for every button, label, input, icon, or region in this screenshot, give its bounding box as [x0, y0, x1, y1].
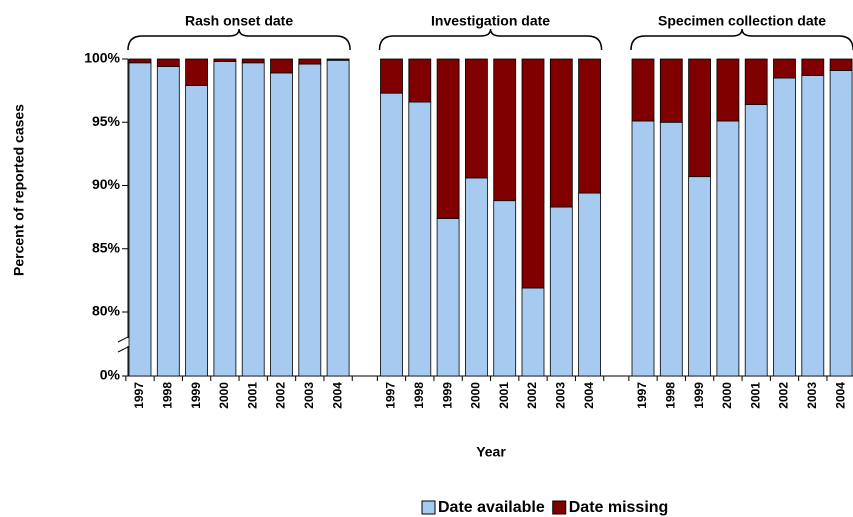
legend-swatch — [552, 500, 567, 515]
x-tick-label: 1997 — [384, 382, 398, 409]
bar-segment — [631, 120, 655, 377]
bar-segment — [270, 58, 293, 74]
bar-segment — [773, 77, 796, 377]
bar-segment — [829, 69, 853, 377]
bar-segment — [213, 58, 237, 62]
group-brace — [630, 28, 853, 51]
y-tick-label: 80% — [92, 303, 121, 319]
bar-segment — [688, 176, 711, 377]
bar-segment — [493, 58, 517, 202]
bar-segment — [298, 63, 322, 377]
x-tick-label: 2000 — [720, 382, 734, 409]
bar-segment — [185, 85, 209, 377]
bar-segment — [326, 58, 350, 61]
bar-segment — [213, 61, 237, 377]
x-tick-label: 1997 — [635, 382, 649, 409]
group-title: Specimen collection date — [658, 13, 826, 29]
x-tick-label: 2003 — [302, 382, 316, 409]
bar-segment — [436, 217, 460, 377]
x-tick-label: 2002 — [525, 382, 539, 409]
x-tick-label: 1998 — [412, 382, 426, 409]
x-tick-label: 1997 — [132, 382, 146, 409]
y-tick-label: 95% — [92, 113, 121, 129]
x-tick-label: 1999 — [440, 382, 454, 409]
x-tick-label: 2001 — [748, 382, 762, 409]
bar-segment — [659, 121, 683, 377]
bar-segment — [380, 58, 403, 94]
x-tick-label: 2000 — [217, 382, 231, 409]
bar-segment — [241, 58, 265, 64]
x-tick-label: 1998 — [663, 382, 677, 409]
bar-segment — [521, 287, 545, 377]
y-tick-label: 85% — [92, 239, 121, 255]
axis-break-gap — [120, 338, 136, 346]
x-tick-label: 2004 — [330, 382, 344, 409]
y-tick-label: 0% — [100, 367, 121, 383]
bar-segment — [521, 58, 545, 289]
legend-label: Date missing — [569, 499, 669, 516]
bar-segment — [578, 192, 601, 377]
x-tick-label: 2002 — [274, 382, 288, 409]
bar-segment — [578, 58, 601, 194]
bar-segment — [326, 59, 350, 377]
bar-segment — [716, 120, 740, 377]
bar-segment — [631, 58, 655, 122]
bar-segment — [380, 92, 403, 377]
bar-segment — [744, 58, 768, 105]
x-tick-label: 2001 — [245, 382, 259, 409]
group-title: Investigation date — [431, 13, 550, 29]
x-tick-label: 2002 — [777, 382, 791, 409]
bar-segment — [128, 58, 152, 64]
bar-segment — [773, 58, 796, 79]
x-tick-label: 2001 — [497, 382, 511, 409]
bar-segment — [408, 101, 432, 377]
group-title: Rash onset date — [185, 13, 293, 29]
legend-label: Date available — [438, 499, 545, 516]
bar-segment — [716, 58, 740, 122]
bar-segment — [464, 58, 488, 179]
bar-segment — [549, 206, 573, 377]
bar-segment — [688, 58, 711, 178]
x-tick-label: 1998 — [160, 382, 174, 409]
bar-segment — [128, 62, 152, 377]
y-tick-label: 100% — [84, 50, 120, 66]
bar-segment — [493, 200, 517, 377]
bar-segment — [156, 66, 180, 377]
group-brace — [378, 28, 603, 51]
bar-segment — [156, 58, 180, 67]
bar-segment — [801, 58, 825, 76]
bar-segment — [270, 72, 293, 377]
bar-segment — [549, 58, 573, 208]
x-tick-label: 2004 — [582, 382, 596, 409]
x-axis-label: Year — [476, 444, 506, 460]
bar-segment — [408, 58, 432, 103]
bar-segment — [241, 62, 265, 377]
bar-segment — [436, 58, 460, 219]
bar-segment — [185, 58, 209, 86]
group-brace — [127, 28, 351, 51]
y-axis-label: Percent of reported cases — [11, 104, 27, 276]
legend-swatch — [421, 500, 436, 515]
x-tick-label: 2004 — [833, 382, 847, 409]
x-tick-label: 2003 — [805, 382, 819, 409]
x-tick-label: 1999 — [189, 382, 203, 409]
bar-segment — [298, 58, 322, 65]
bar-segment — [801, 75, 825, 377]
x-tick-label: 1999 — [692, 382, 706, 409]
x-tick-label: 2003 — [553, 382, 567, 409]
y-tick-label: 90% — [92, 176, 121, 192]
bar-segment — [659, 58, 683, 123]
bar-segment — [744, 104, 768, 377]
x-tick-label: 2000 — [469, 382, 483, 409]
bar-segment — [829, 58, 853, 71]
bar-segment — [464, 177, 488, 377]
